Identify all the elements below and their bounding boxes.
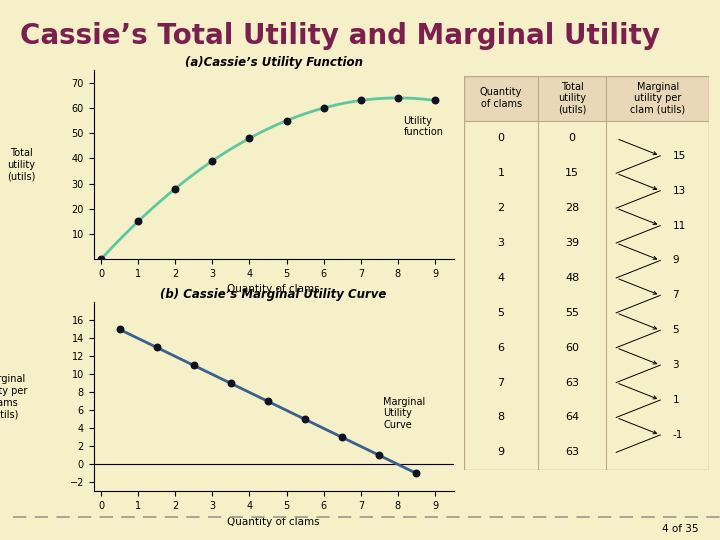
Text: 1: 1 (672, 395, 679, 405)
Point (188, 361, 199, 370)
Point (336, 433, 348, 442)
Point (281, 116, 292, 125)
Point (392, 93, 404, 102)
Text: 15: 15 (565, 168, 579, 178)
Text: 2: 2 (498, 203, 505, 213)
Text: 63: 63 (565, 447, 579, 457)
Text: 1: 1 (498, 168, 505, 178)
Text: 3: 3 (498, 238, 505, 248)
Point (169, 184, 181, 193)
Point (151, 343, 163, 352)
Text: Marginal
utility per
clam (utils): Marginal utility per clam (utils) (630, 82, 685, 115)
Point (225, 379, 237, 388)
Text: Utility
function: Utility function (403, 116, 444, 137)
Y-axis label: Total
utility
(utils): Total utility (utils) (7, 148, 35, 181)
Point (374, 451, 385, 460)
Text: 7: 7 (498, 377, 505, 388)
Text: 60: 60 (565, 343, 579, 353)
Point (243, 134, 255, 143)
Text: Quantity
of clams: Quantity of clams (480, 87, 522, 109)
Point (132, 217, 144, 226)
Point (300, 415, 311, 424)
Text: Total
utility
(utils): Total utility (utils) (558, 82, 586, 115)
Point (410, 469, 422, 478)
Text: 13: 13 (672, 186, 685, 195)
Point (207, 157, 218, 165)
Point (318, 104, 330, 112)
Point (262, 397, 274, 406)
Text: 11: 11 (672, 221, 685, 231)
X-axis label: Quantity of clams: Quantity of clams (228, 285, 320, 294)
Text: Marginal
Utility
Curve: Marginal Utility Curve (383, 397, 426, 430)
Point (95, 255, 107, 264)
Text: 5: 5 (498, 308, 505, 318)
Point (114, 325, 125, 334)
Text: 64: 64 (565, 413, 579, 422)
X-axis label: Quantity of clams: Quantity of clams (228, 517, 320, 526)
Text: Cassie’s Total Utility and Marginal Utility: Cassie’s Total Utility and Marginal Util… (20, 22, 660, 50)
Text: 48: 48 (565, 273, 579, 283)
Text: 5: 5 (672, 325, 679, 335)
Text: 39: 39 (565, 238, 579, 248)
Text: 0: 0 (569, 133, 575, 144)
Text: 0: 0 (498, 133, 505, 144)
Point (429, 96, 441, 105)
Bar (464, 76, 709, 121)
Text: 15: 15 (672, 151, 685, 161)
Text: 6: 6 (498, 343, 505, 353)
Title: (b) Cassie’s Marginal Utility Curve: (b) Cassie’s Marginal Utility Curve (161, 288, 387, 301)
Y-axis label: Marginal
utility per
clams
(utils): Marginal utility per clams (utils) (0, 375, 28, 419)
Text: 3: 3 (672, 360, 679, 370)
Point (355, 96, 366, 105)
Text: -1: -1 (672, 430, 683, 440)
Text: 28: 28 (565, 203, 579, 213)
Text: 63: 63 (565, 377, 579, 388)
Text: 8: 8 (498, 413, 505, 422)
Title: (a)Cassie’s Utility Function: (a)Cassie’s Utility Function (184, 56, 363, 69)
Text: 9: 9 (498, 447, 505, 457)
Text: 9: 9 (672, 255, 679, 266)
Text: 4 of 35: 4 of 35 (662, 524, 699, 534)
Text: 7: 7 (672, 291, 679, 300)
Text: 4: 4 (498, 273, 505, 283)
Text: 55: 55 (565, 308, 579, 318)
